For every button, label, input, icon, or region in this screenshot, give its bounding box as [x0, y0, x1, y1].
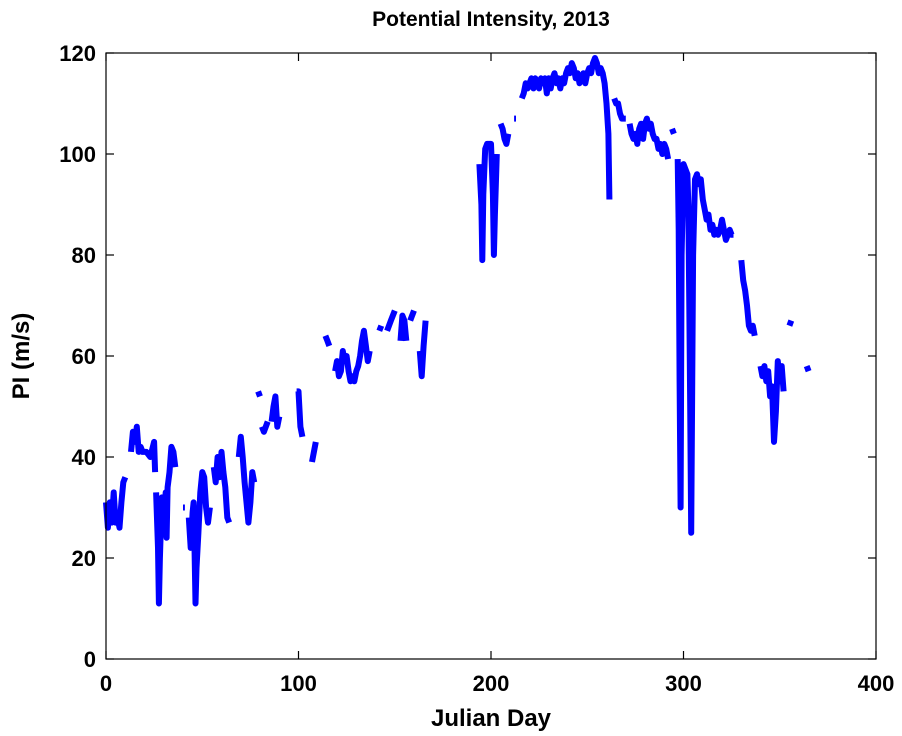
series-segment-4 [185, 469, 213, 607]
x-axis-label: Julian Day [431, 705, 552, 732]
series-segment-6 [235, 433, 258, 526]
series-segment-11 [309, 441, 319, 463]
series-segment-25 [669, 127, 677, 135]
y-tick-label: 60 [72, 344, 96, 369]
y-tick-label: 20 [72, 546, 96, 571]
y-tick-label: 40 [72, 445, 96, 470]
series-segment-29 [786, 319, 795, 327]
series-segment-28 [757, 358, 787, 445]
series-segment-17 [407, 309, 417, 322]
y-axis: 0 20 40 60 80 100 120 [59, 41, 876, 672]
series-segment-16 [397, 312, 410, 342]
series-segment-12 [322, 334, 333, 347]
y-tick-label: 0 [84, 647, 96, 672]
x-tick-label: 200 [473, 671, 510, 696]
data-layer [103, 55, 812, 607]
series-segment-23 [611, 97, 627, 122]
series-segment-26 [674, 159, 735, 536]
series-segment-30 [803, 365, 812, 373]
series-segment-22 [518, 55, 613, 200]
series-segment-18 [416, 320, 429, 380]
series-segment-15 [384, 309, 398, 332]
series-segment-13 [332, 327, 373, 385]
series-segment-8 [259, 420, 271, 435]
chart-title: Potential Intensity, 2013 [372, 8, 610, 31]
series-segment-20 [497, 122, 512, 147]
x-tick-label: 400 [858, 671, 895, 696]
series-segment-9 [268, 393, 283, 430]
y-axis-label: PI (m/s) [8, 313, 35, 400]
series-segment-27 [738, 259, 758, 337]
series-segment-24 [626, 115, 672, 160]
series-segment-0 [103, 476, 129, 531]
y-tick-label: 100 [59, 142, 96, 167]
series-segment-1 [128, 423, 159, 473]
x-axis: 0 100 200 300 400 [100, 53, 894, 696]
series-segment-14 [376, 324, 385, 332]
x-tick-label: 300 [665, 671, 702, 696]
series-segment-7 [255, 390, 263, 398]
x-tick-label: 0 [100, 671, 112, 696]
y-tick-label: 80 [72, 243, 96, 268]
y-tick-label: 120 [59, 41, 96, 66]
series-segment-5 [210, 448, 233, 524]
series-segment-10 [295, 388, 306, 438]
series-segment-2 [153, 443, 179, 607]
x-tick-label: 100 [280, 671, 317, 696]
series-segment-19 [476, 140, 500, 264]
